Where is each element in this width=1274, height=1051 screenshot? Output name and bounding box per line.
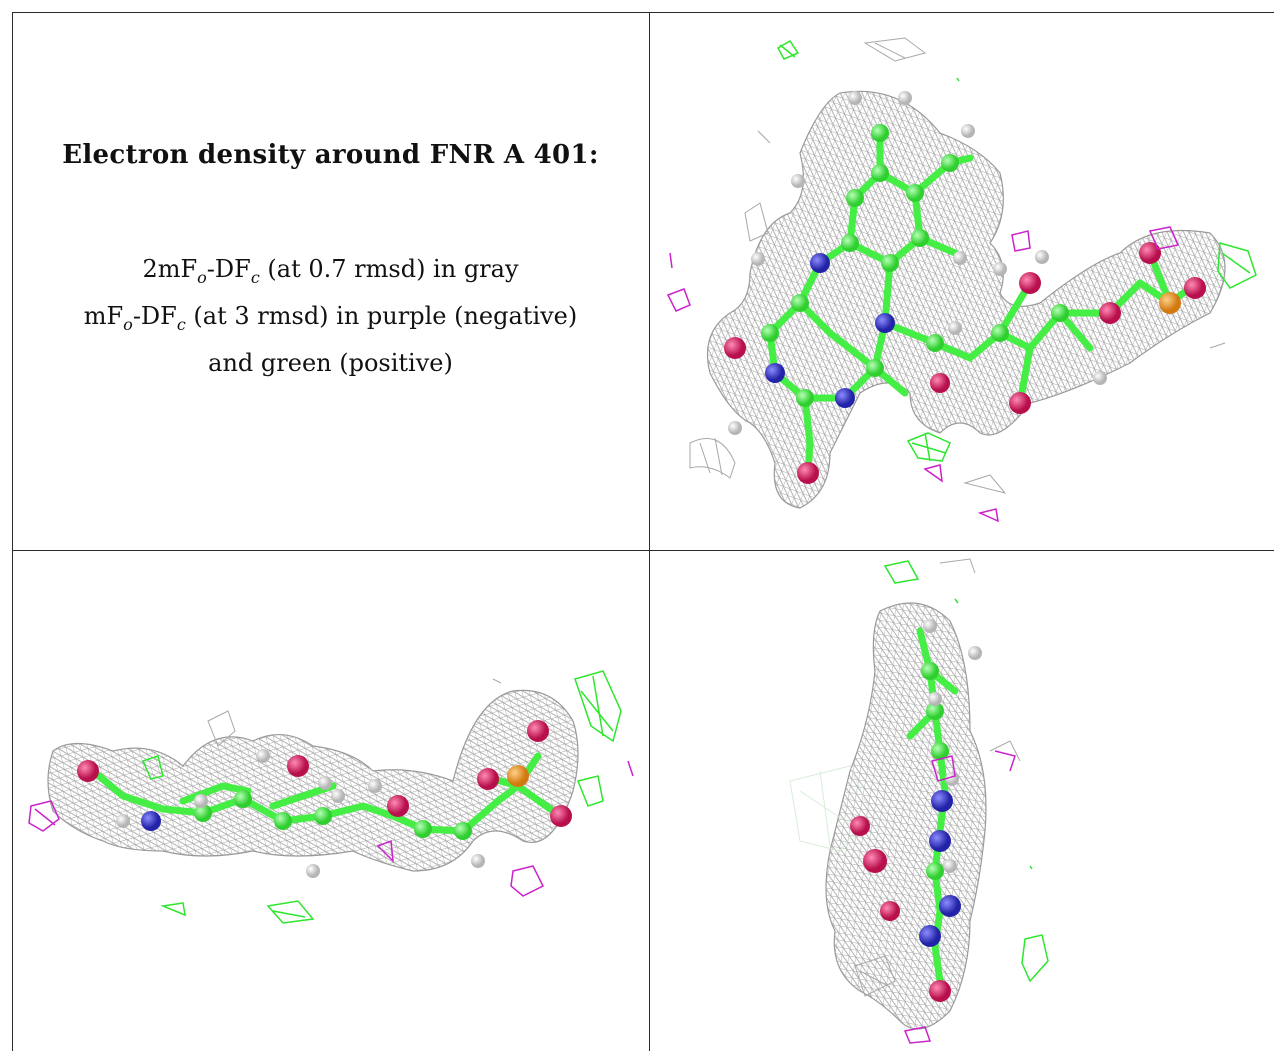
loose-gray-mesh-top [689, 37, 1226, 494]
density-view-end [650, 551, 1274, 1051]
caption-title: Electron density around FNR A 401: [62, 140, 599, 170]
negative-density-top [666, 226, 1180, 523]
density-view-side [13, 551, 649, 1051]
density-image-side [28, 670, 634, 924]
density-image-end [789, 558, 1049, 1044]
loose-gray-mesh-side [207, 678, 502, 747]
caption-line-fo: mFo-DFc (at 3 rmsd) in purple (negative) [83, 301, 578, 334]
atoms-top [724, 91, 1206, 484]
gray-mesh-top [706, 90, 1226, 509]
atoms-end [850, 619, 982, 1002]
gray-mesh-side [47, 689, 579, 872]
positive-density-end [883, 560, 1049, 983]
caption-panel: Electron density around FNR A 401: 2mFo-… [12, 12, 649, 550]
gray-mesh-end [825, 602, 987, 1030]
loose-gray-mesh-end [854, 558, 1021, 997]
density-image-top [666, 37, 1257, 523]
negative-density-end [903, 750, 1016, 1044]
density-view-top [650, 13, 1274, 550]
atoms-side [77, 720, 572, 878]
positive-density-side [141, 670, 622, 924]
center-divider [649, 12, 650, 1051]
positive-density-top [776, 39, 1257, 462]
caption-line-2fo: 2mFo-DFc (at 0.7 rmsd) in gray [142, 255, 519, 287]
caption-line-colors: and green (positive) [208, 348, 453, 377]
middle-divider [12, 550, 1274, 551]
left-border [12, 12, 13, 1051]
top-border [12, 12, 1274, 13]
negative-density-side [28, 760, 634, 897]
caption-legend: 2mFo-DFc (at 0.7 rmsd) in gray mFo-DFc (… [12, 250, 649, 382]
